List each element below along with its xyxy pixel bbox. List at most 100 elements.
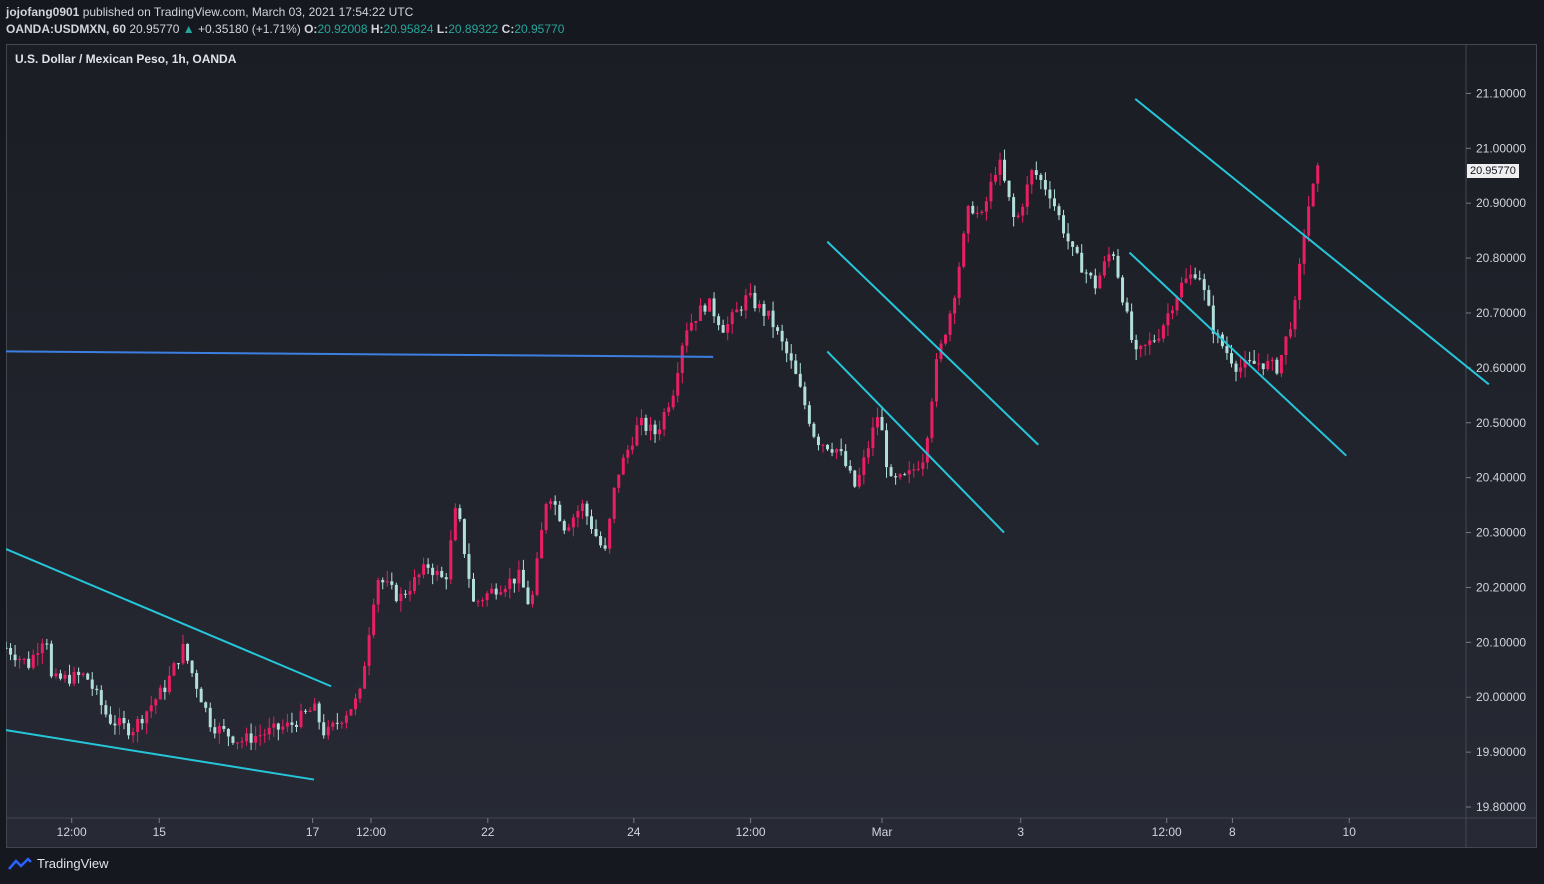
price-chart[interactable]: 21.10000 21.00000 20.90000 20.80000 20.70000… [6,44,1537,848]
candle-down [195,673,199,689]
candle-up [1239,367,1243,372]
candle-up [626,449,630,458]
candle-down [1075,246,1079,253]
candle-down [1252,360,1256,364]
candle-down [1039,174,1043,180]
candle-up [313,703,317,711]
candle-up [993,174,997,182]
chart-frame[interactable] [6,44,1537,848]
trendline [6,350,714,358]
candle-down [798,373,802,387]
candle-down [803,386,807,406]
candle-down [558,504,562,522]
candle-down [1261,363,1265,370]
candle-up [181,643,185,664]
candle-up [962,233,966,267]
low-value: 20.89322 [448,22,499,36]
candle-up [1279,354,1283,374]
trendline [6,548,332,688]
candle-up [503,588,507,593]
candle-up [984,201,988,212]
candle-down [1007,180,1011,198]
candle-up [576,510,580,518]
candle-up [485,593,489,601]
candle-up [757,304,761,309]
candle-down [1003,159,1007,181]
x-tick-label: 12:00 [57,825,87,839]
candle-up [549,501,553,504]
candle-up [1298,263,1302,300]
candle-up [735,309,739,313]
candle-up [708,298,712,312]
y-tick-label: 20.80000 [1476,251,1526,265]
candle-up [1184,278,1188,283]
candle-up [649,424,653,431]
candle-up [635,425,639,446]
candle-down [9,647,13,655]
candle-down [1052,198,1056,207]
candle-up [281,726,285,730]
candle-down [512,578,516,584]
candle-up [540,530,544,559]
candle-up [1180,282,1184,298]
candle-down [1089,272,1093,276]
candle-up [921,462,925,469]
open-label: O: [304,22,318,36]
candle-up [1288,329,1292,337]
candle-down [653,424,657,435]
x-tick-label: 17 [306,825,320,839]
candle-down [553,501,557,505]
candle-down [426,564,430,568]
candle-up [267,727,271,735]
candle-down [1202,279,1206,291]
candle-down [403,593,407,595]
candle-up [349,709,353,716]
tradingview-logo-icon[interactable] [8,856,32,871]
candle-up [263,734,267,736]
candle-down [317,703,321,723]
candle-down [1225,346,1229,354]
candle-down [721,325,725,333]
candle-up [272,723,276,728]
y-tick-label: 20.70000 [1476,306,1526,320]
candle-down [762,304,766,316]
candle-down [13,654,17,661]
candle-down [703,305,707,312]
candle-up [81,673,85,676]
candle-up [998,159,1002,175]
candle-down [494,588,498,595]
candle-down [594,529,598,537]
candle-up [857,474,861,487]
candle-up [612,487,616,519]
candle-up [158,687,162,700]
candle-up [308,710,312,712]
candle-up [285,722,289,727]
author-name[interactable]: jojofang0901 [6,5,80,19]
candle-up [730,312,734,325]
candle-down [1116,255,1120,278]
candle-down [1043,179,1047,190]
candle-down [1130,311,1134,340]
candle-down [1121,277,1125,303]
candle-up [490,588,494,594]
candle-up [934,359,938,402]
candle-up [435,570,439,576]
brand-name[interactable]: TradingView [37,856,109,871]
candle-up [344,715,348,723]
candle-up [54,673,58,677]
candle-down [1084,272,1088,274]
candle-up [953,297,957,314]
candle-down [381,580,385,583]
x-tick-label: 10 [1343,825,1357,839]
chart-header: jojofang0901 published on TradingView.co… [6,4,564,38]
candle-up [331,722,335,727]
candle-up [1189,274,1193,279]
low-label: L: [436,22,449,36]
candle-up [531,594,535,605]
candle-up [748,292,752,296]
candle-down [204,702,208,708]
publish-line: jojofang0901 published on TradingView.co… [6,4,564,21]
candle-up [154,699,158,706]
candle-down [644,417,648,431]
candle-up [117,717,121,726]
